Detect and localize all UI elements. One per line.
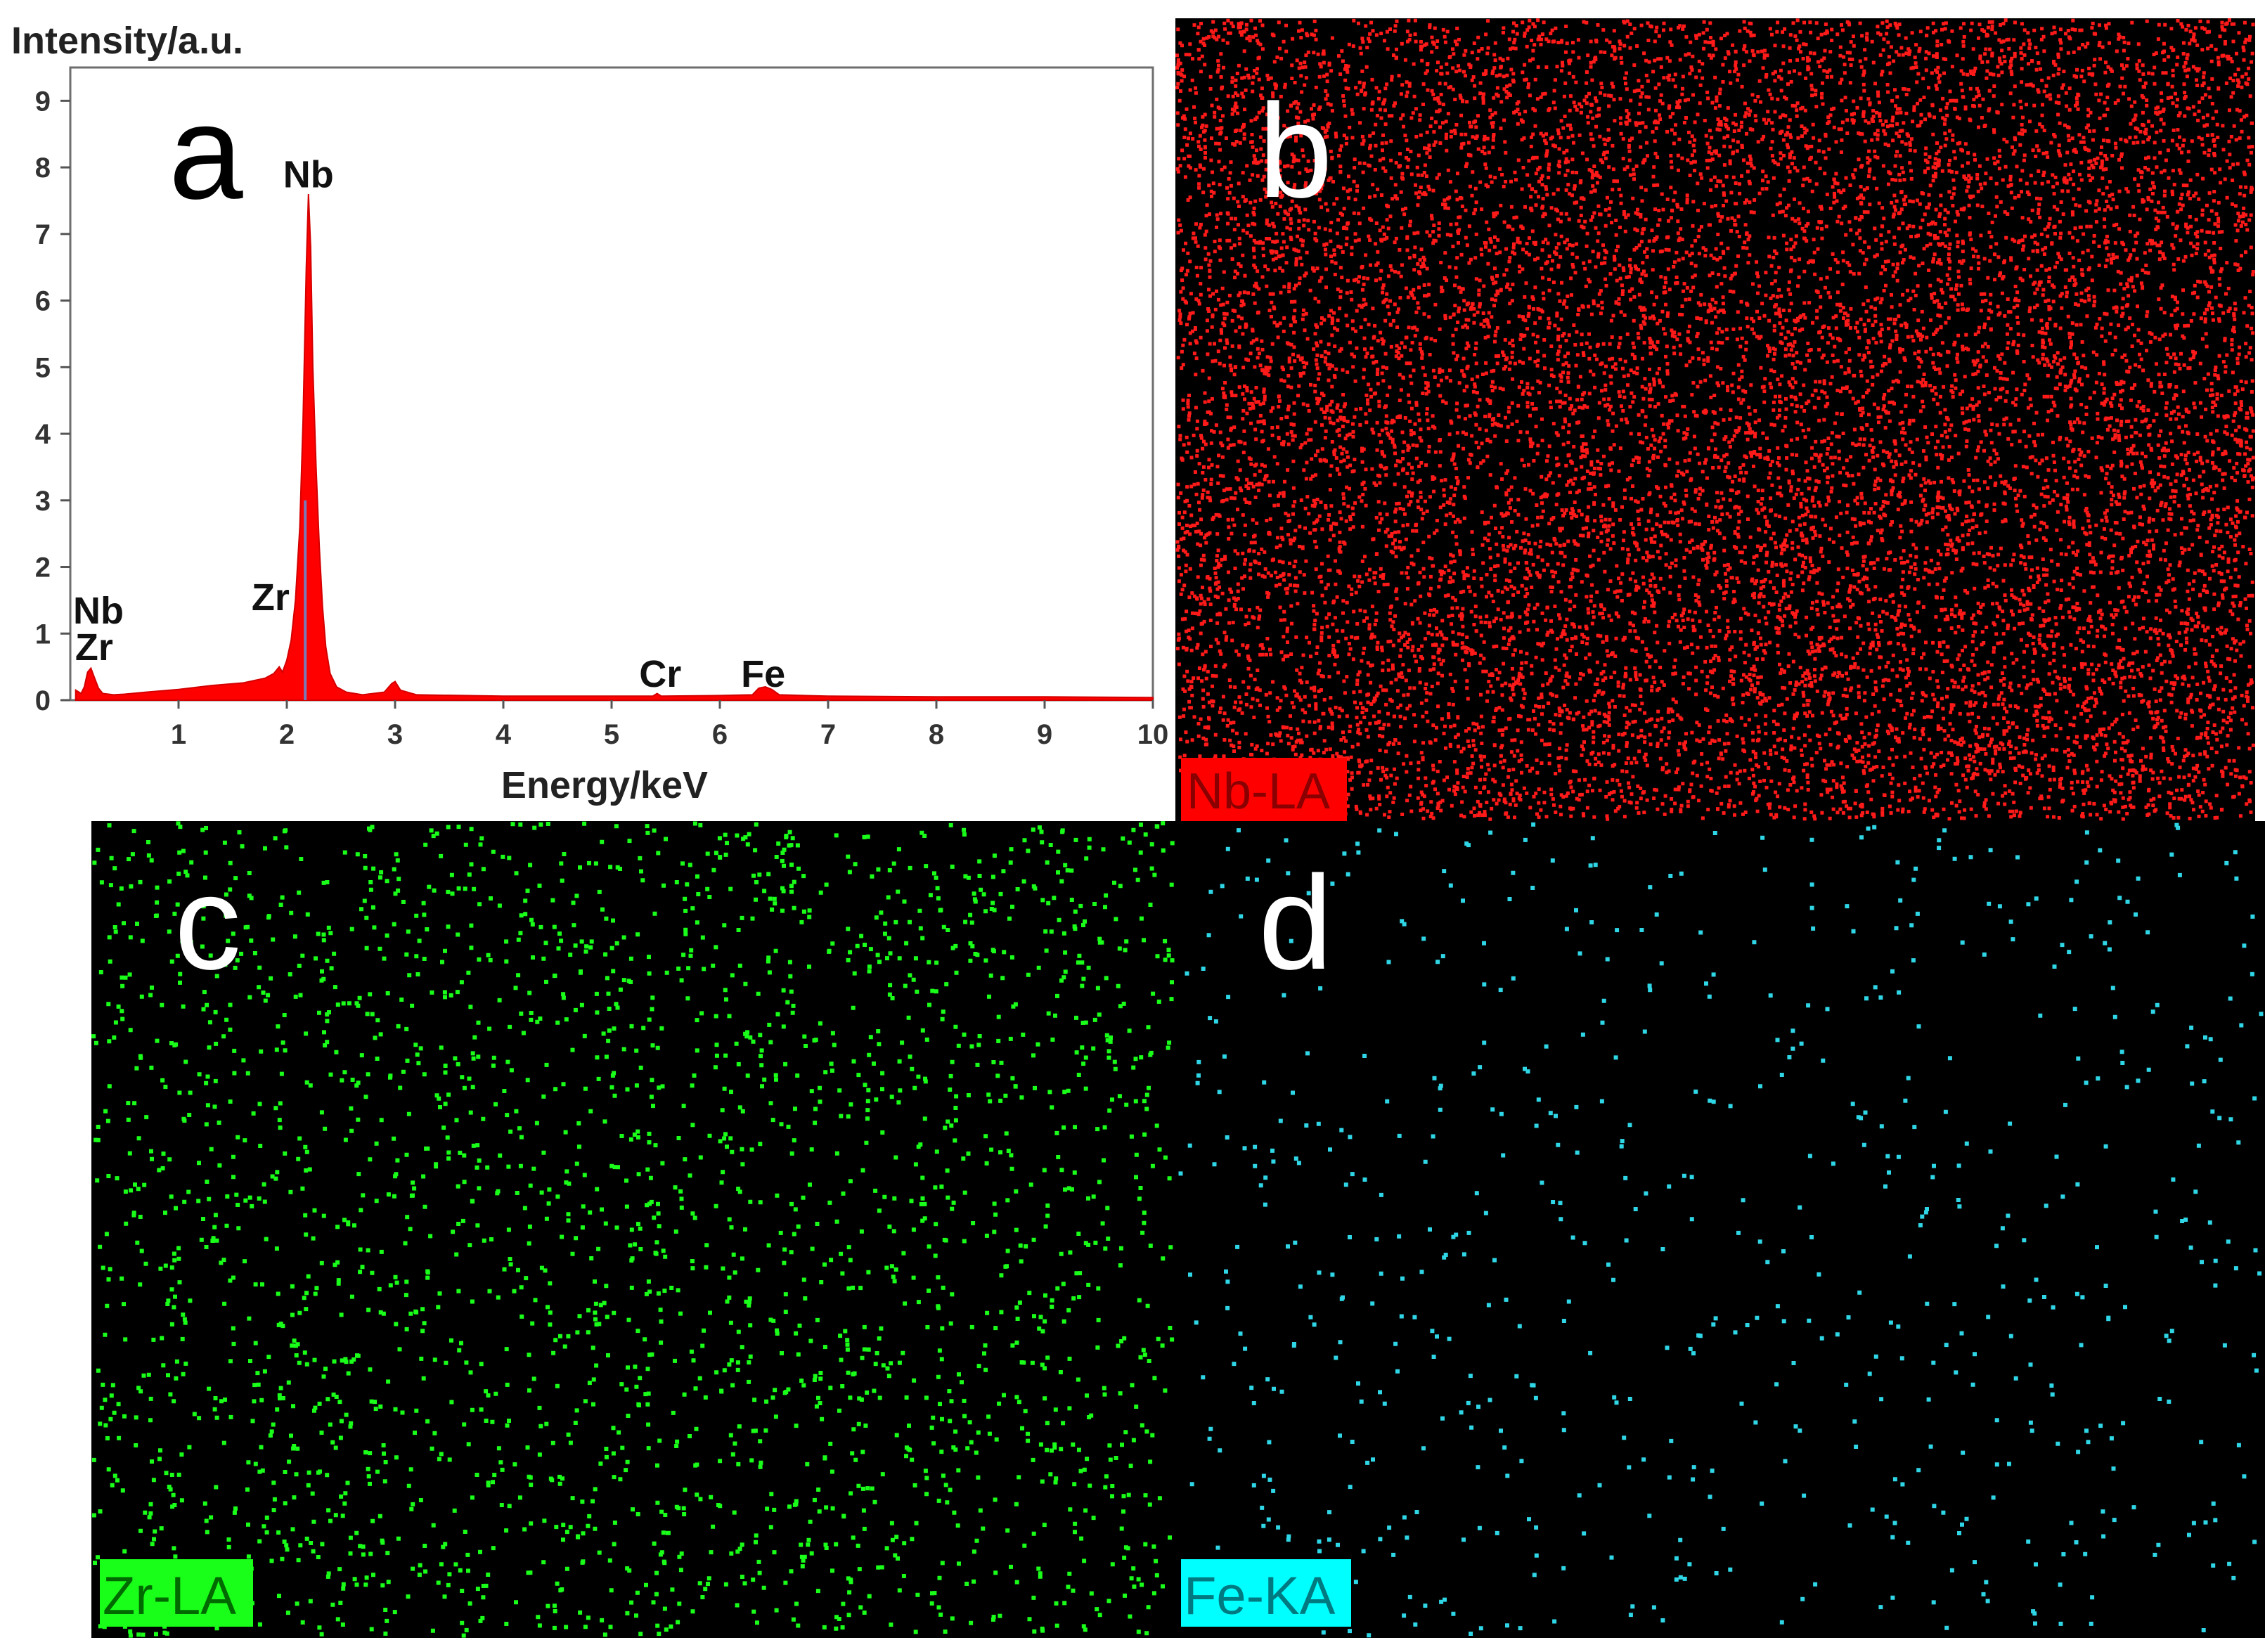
y-tick-label: 2: [35, 553, 51, 583]
y-tick-label: 3: [35, 486, 51, 517]
x-tick-label: 1: [171, 719, 186, 750]
spectrum-layer: [75, 193, 1154, 701]
element-label-box: [1181, 1559, 1351, 1627]
x-axis-label: Energy/keV: [501, 764, 708, 806]
x-tick-label: 8: [929, 719, 944, 750]
y-tick-label: 9: [35, 86, 51, 117]
element-label-zr: Zr-LA: [103, 1566, 236, 1626]
panel-letter-a: a: [169, 78, 243, 227]
panel-letter-d: d: [1258, 848, 1333, 998]
y-tick-label: 1: [35, 619, 51, 650]
peak-label: Cr: [639, 653, 681, 695]
map-dots: [1175, 18, 2255, 821]
element-label-box: [1181, 758, 1347, 821]
map-dots: [91, 821, 1175, 1638]
x-tick-label: 3: [387, 719, 403, 750]
x-tick-label: 9: [1037, 719, 1052, 750]
y-tick-label: 0: [35, 685, 51, 716]
y-axis-label: Intensity/a.u.: [11, 20, 243, 62]
element-dots: [1175, 18, 2255, 821]
panel-c-zr-map: c Zr-LA: [91, 821, 1175, 1638]
y-tick-label: 7: [35, 219, 51, 250]
panel-d-fe-map: d Fe-KA: [1175, 821, 2265, 1638]
peak-label: Zr: [75, 626, 113, 669]
peak-label: Fe: [741, 653, 785, 695]
spectrum-area: [75, 193, 1154, 701]
x-tick-label: 5: [604, 719, 619, 750]
y-tick-label: 5: [35, 352, 51, 383]
element-dots: [91, 821, 1175, 1638]
x-tick-label: 10: [1137, 719, 1169, 750]
peak-label: Nb: [283, 154, 334, 196]
y-axis-ticks: 0 1 2 3 4 5 6 7 8 9: [35, 86, 70, 716]
plot-frame: [69, 66, 1154, 702]
element-label-box: [100, 1559, 253, 1627]
y-tick-label: 6: [35, 286, 51, 317]
x-tick-label: 6: [712, 719, 728, 750]
x-tick-label: 4: [496, 719, 512, 750]
panel-letter-c: c: [174, 848, 241, 998]
panel-letter-b: b: [1258, 77, 1333, 226]
element-label-fe: Fe-KA: [1184, 1566, 1336, 1626]
peak-label: Nb: [73, 590, 124, 632]
y-tick-label: 4: [35, 419, 51, 450]
x-axis-ticks: 1 2 3 4 5 6 7 8 9 10: [171, 700, 1168, 750]
map-background: [1175, 821, 2265, 1638]
x-tick-label: 7: [820, 719, 836, 750]
map-dots: [1178, 822, 2264, 1638]
peak-label: Zr: [252, 576, 290, 619]
panel-b-nb-map: b Nb-LA: [1175, 18, 2255, 821]
element-label-nb: Nb-LA: [1187, 763, 1330, 820]
y-tick-label: 8: [35, 153, 51, 183]
x-tick-label: 2: [279, 719, 295, 750]
element-dots: [1178, 822, 2264, 1638]
